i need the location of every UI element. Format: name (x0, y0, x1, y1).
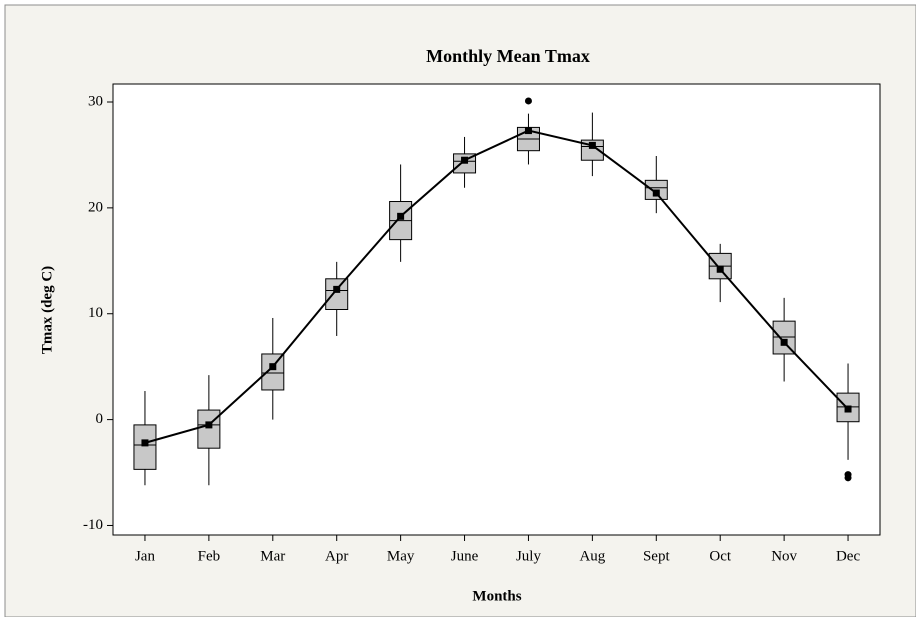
x-tick-label: Feb (198, 548, 221, 564)
mean-line (144, 129, 849, 444)
y-tick-label: 20 (88, 199, 103, 215)
x-tick-label: Jan (135, 548, 155, 564)
mean-marker (397, 212, 405, 220)
outlier (524, 97, 532, 105)
mean-marker (844, 405, 852, 413)
plot-area (112, 83, 881, 536)
chart-title: Monthly Mean Tmax (426, 46, 590, 66)
box (197, 409, 221, 449)
mean-marker (588, 141, 596, 149)
outlier (844, 474, 852, 482)
x-tick-label: Nov (771, 548, 797, 564)
x-tick-label: Mar (260, 548, 285, 564)
x-tick-label: Apr (325, 548, 348, 564)
box (133, 424, 157, 470)
mean-marker (524, 127, 532, 135)
y-tick-label: 30 (88, 93, 103, 109)
box (772, 320, 796, 355)
x-tick-label: May (387, 548, 415, 564)
mean-marker (269, 363, 277, 371)
box (325, 278, 349, 311)
x-tick-label: Dec (836, 548, 860, 564)
x-tick-label: Aug (579, 548, 605, 564)
x-tick-label: Sept (643, 548, 671, 564)
x-tick-label: Oct (709, 548, 731, 564)
mean-marker (205, 421, 213, 429)
mean-marker (333, 285, 341, 293)
x-tick-label: June (451, 548, 479, 564)
mean-marker (461, 156, 469, 164)
mean-marker (780, 338, 788, 346)
x-tick-label: July (516, 548, 542, 564)
box (261, 353, 285, 391)
mean-marker (716, 265, 724, 273)
x-axis-label: Months (472, 588, 521, 604)
y-tick-label: -10 (83, 517, 103, 533)
y-tick-label: 0 (96, 411, 104, 427)
y-axis-label: Tmax (deg C) (39, 266, 55, 354)
mean-marker (141, 439, 149, 447)
mean-marker (652, 189, 660, 197)
y-tick-label: 10 (88, 305, 103, 321)
